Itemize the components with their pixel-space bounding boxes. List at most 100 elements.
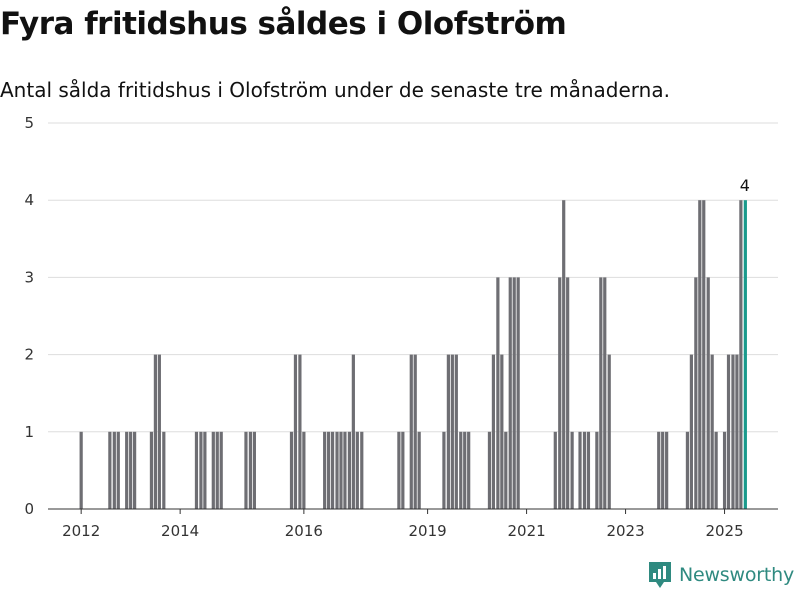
bar <box>710 354 714 509</box>
bar <box>153 354 157 509</box>
bar <box>496 277 500 509</box>
bar <box>487 431 492 509</box>
bar <box>714 431 718 509</box>
bar <box>244 431 248 509</box>
bar <box>706 277 710 509</box>
bar <box>162 431 166 509</box>
bar <box>149 431 154 509</box>
bar <box>454 354 458 509</box>
bar <box>79 431 83 509</box>
bar <box>323 431 327 509</box>
bar <box>360 431 364 509</box>
x-axis: 2012 2014 2016 2019 2021 2023 2025 <box>48 508 778 540</box>
x-tick-label: 2025 <box>705 522 743 540</box>
bar <box>252 431 256 509</box>
bar <box>698 200 702 509</box>
bar <box>491 354 496 509</box>
bar <box>116 431 120 509</box>
x-tick-label: 2023 <box>606 522 644 540</box>
chart-title: Fyra fritidshus såldes i Olofström <box>0 6 567 42</box>
bar <box>582 431 587 509</box>
bar <box>211 431 215 509</box>
bar <box>298 354 302 509</box>
bar <box>409 354 413 509</box>
bar <box>661 431 665 509</box>
bar <box>401 431 405 509</box>
bar <box>739 200 743 509</box>
bar <box>570 431 574 509</box>
bar <box>657 431 661 509</box>
data-labels: 4 <box>740 176 750 195</box>
bar <box>248 431 253 509</box>
bar <box>735 354 739 509</box>
bar <box>442 431 446 509</box>
bar <box>566 277 570 509</box>
bar <box>289 431 294 509</box>
bar <box>397 431 401 509</box>
bar <box>516 277 520 509</box>
bar <box>302 431 306 509</box>
bar-chart: 0 1 2 3 4 5 2012 2014 2016 2019 2021 2023 2025 4 <box>24 114 778 540</box>
bar <box>558 277 562 509</box>
y-axis-ticks: 0 1 2 3 4 5 <box>24 114 34 518</box>
y-tick-label: 0 <box>24 500 34 518</box>
bar <box>335 431 339 509</box>
bar <box>685 431 690 509</box>
y-tick-label: 1 <box>24 423 34 441</box>
bar <box>722 431 727 509</box>
x-tick-label: 2016 <box>285 522 323 540</box>
highlight-value-label: 4 <box>740 176 750 195</box>
bar <box>347 431 351 509</box>
bar <box>215 431 219 509</box>
bar-highlight <box>743 200 747 509</box>
x-tick-label: 2014 <box>161 522 199 540</box>
bar <box>112 431 116 509</box>
bar <box>595 431 599 509</box>
bar <box>726 354 731 509</box>
bar <box>689 354 693 509</box>
bar <box>586 431 591 509</box>
bar <box>603 277 607 509</box>
bar <box>508 277 512 509</box>
bar <box>702 200 706 509</box>
x-tick-label: 2019 <box>409 522 447 540</box>
newsworthy-logo-icon <box>648 562 671 588</box>
bar <box>562 200 566 509</box>
y-tick-label: 4 <box>24 191 34 209</box>
chart-subtitle: Antal sålda fritidshus i Olofström under… <box>0 78 670 102</box>
bar <box>450 354 454 509</box>
bar <box>327 431 331 509</box>
bar <box>157 354 161 509</box>
brand-logo: Newsworthy <box>647 560 794 590</box>
bar <box>293 354 298 509</box>
bar <box>417 431 421 509</box>
x-tick-label: 2012 <box>62 522 100 540</box>
bar <box>607 354 611 509</box>
bar <box>665 431 669 509</box>
bar <box>446 354 450 509</box>
bar <box>504 431 508 509</box>
bar <box>339 431 343 509</box>
bar <box>351 354 355 509</box>
bar <box>133 431 137 509</box>
bar <box>194 431 199 509</box>
bar <box>512 277 516 509</box>
bar <box>125 431 129 509</box>
bar <box>553 431 557 509</box>
x-tick-label: 2021 <box>507 522 545 540</box>
bar <box>199 431 203 509</box>
bar <box>459 431 463 509</box>
bar <box>108 431 112 509</box>
bar <box>467 431 471 509</box>
bar <box>343 431 347 509</box>
bar <box>599 277 603 509</box>
bar <box>355 431 359 509</box>
bars <box>79 200 747 509</box>
bar <box>413 354 417 509</box>
bar <box>578 431 582 509</box>
brand-name: Newsworthy <box>678 564 794 586</box>
y-tick-label: 2 <box>24 346 34 364</box>
y-tick-label: 3 <box>24 268 34 286</box>
bar <box>330 431 335 509</box>
bar <box>219 431 223 509</box>
